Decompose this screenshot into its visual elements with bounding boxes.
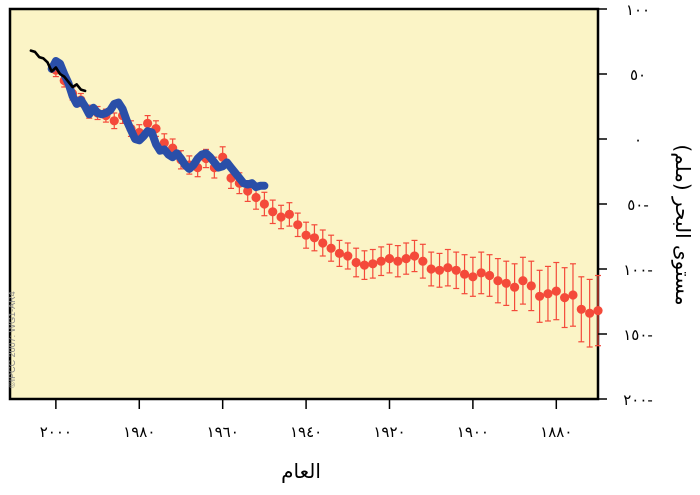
data-point — [276, 212, 286, 222]
data-point — [509, 282, 520, 292]
x-tick-label: ١٩٨٠ — [123, 423, 155, 441]
plot-area — [8, 7, 600, 401]
data-point — [259, 199, 269, 209]
data-point — [384, 254, 395, 264]
data-point — [143, 118, 153, 128]
data-point — [301, 230, 311, 240]
data-point — [334, 248, 345, 258]
data-point — [309, 233, 320, 243]
data-point — [376, 256, 386, 266]
y-axis: ١٠٠ ٥٠ ٠ ٥٠- ١٠٠- ١٥٠- ٢٠٠- — [598, 1, 653, 409]
data-point — [543, 289, 553, 299]
data-point — [451, 265, 461, 275]
data-point — [326, 243, 336, 253]
data-point — [576, 304, 586, 314]
y-tick-label: ١٠٠ — [626, 1, 650, 19]
copyright-credit: ©IPCC 2007: WG1-AR4 — [7, 291, 17, 388]
data-point — [159, 138, 169, 148]
data-point — [393, 256, 403, 266]
data-point — [284, 209, 295, 219]
x-tick-label: ١٩٤٠ — [290, 423, 322, 441]
data-point — [343, 251, 353, 261]
data-point — [434, 265, 445, 275]
data-point — [526, 281, 536, 291]
data-point — [351, 257, 361, 268]
y-axis-title: مستوى البحر (ملم) — [671, 144, 695, 305]
data-point — [593, 306, 603, 316]
data-point — [476, 268, 486, 278]
y-tick-label: ٥٠ — [630, 66, 646, 84]
y-tick-label: ٢٠٠- — [623, 391, 653, 409]
data-point — [109, 116, 119, 126]
series-2 — [29, 49, 87, 93]
data-point — [560, 293, 570, 303]
data-point — [409, 251, 420, 261]
x-tick-label: ١٩٢٠ — [373, 423, 405, 441]
data-point — [501, 278, 511, 288]
data-point — [401, 254, 411, 264]
y-tick-label: ٥٠- — [627, 196, 649, 214]
data-point — [568, 290, 578, 300]
y-tick-label: ١٠٠- — [623, 261, 653, 279]
data-point — [268, 207, 278, 217]
data-point — [318, 238, 328, 248]
y-tick-label: ١٥٠- — [623, 326, 653, 344]
y-tick-label: ٠ — [634, 131, 642, 149]
data-point — [426, 264, 436, 274]
x-tick-label: ١٩٠٠ — [457, 423, 489, 441]
data-point — [293, 220, 303, 230]
data-point — [551, 286, 561, 296]
series-layer — [29, 49, 603, 348]
data-point — [484, 270, 495, 281]
x-tick-label: ٢٠٠٠ — [40, 423, 72, 441]
data-point — [243, 186, 253, 196]
x-tick-label: ١٨٨٠ — [540, 423, 572, 441]
data-point — [251, 192, 261, 203]
series-line — [29, 49, 87, 93]
data-point — [468, 272, 478, 282]
x-axis: ٢٠٠٠ ١٩٨٠ ١٩٦٠ ١٩٤٠ ١٩٢٠ ١٩٠٠ ١٨٨٠ — [40, 399, 572, 441]
series-line — [47, 57, 269, 192]
x-tick-label: ١٩٦٠ — [207, 423, 239, 441]
data-point — [585, 308, 595, 318]
data-point — [443, 263, 453, 273]
data-point — [368, 259, 378, 269]
data-point — [418, 256, 428, 266]
data-point — [359, 260, 370, 270]
data-point — [493, 276, 503, 286]
series-1 — [47, 57, 269, 192]
data-point — [518, 276, 528, 286]
data-point — [535, 291, 545, 301]
x-axis-title: العام — [281, 459, 321, 483]
data-point — [459, 269, 470, 279]
